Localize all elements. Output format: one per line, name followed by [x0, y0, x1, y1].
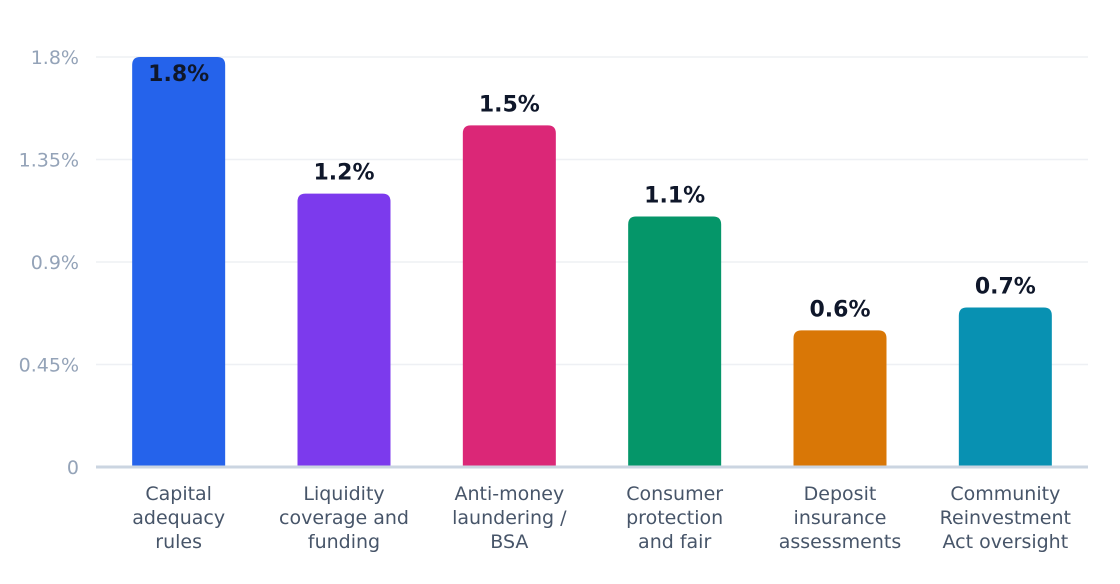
bar[interactable]	[462, 125, 556, 467]
bar[interactable]	[958, 307, 1052, 467]
x-category-label: funding	[308, 531, 380, 553]
bar-value-label: 1.2%	[313, 161, 374, 186]
y-tick-label: 1.8%	[31, 47, 79, 69]
x-category-label: Deposit	[804, 483, 877, 505]
x-category-label: Act oversight	[942, 531, 1068, 553]
y-tick-label: 0	[67, 457, 79, 479]
x-category-label: assessments	[779, 531, 902, 553]
labels: 0 0.45% 0.9% 1.35% 1.8% 1.8% Capitaladequacyru…	[19, 47, 1071, 553]
bar[interactable]	[132, 57, 226, 467]
bar-value-label: 1.5%	[479, 92, 540, 117]
y-tick-label: 0.9%	[31, 252, 79, 274]
x-category-label: protection	[626, 507, 723, 529]
x-category-label: Capital	[145, 483, 212, 505]
x-category-label: coverage and	[279, 507, 409, 529]
bar-value-label: 1.1%	[644, 183, 705, 208]
y-tick-label: 0.45%	[19, 355, 79, 377]
x-category-label: Consumer	[626, 483, 723, 505]
bar[interactable]	[793, 330, 887, 467]
bar[interactable]	[628, 216, 722, 467]
bar[interactable]	[297, 193, 391, 467]
y-tick-label: 1.35%	[19, 150, 79, 172]
x-category-label: insurance	[794, 507, 887, 529]
bar-value-label: 0.6%	[809, 297, 870, 322]
x-category-label: laundering /	[452, 507, 567, 529]
x-category-label: BSA	[490, 531, 528, 553]
bar-value-label: 1.8%	[148, 62, 209, 87]
gridlines	[96, 56, 1088, 366]
x-category-label: rules	[155, 531, 202, 553]
x-category-label: Reinvestment	[940, 507, 1071, 529]
x-category-label: Community	[950, 483, 1060, 505]
bars	[132, 57, 1052, 467]
x-category-label: and fair	[638, 531, 711, 553]
x-category-label: Anti-money	[454, 483, 564, 505]
bar-value-label: 0.7%	[975, 275, 1036, 300]
x-category-label: adequacy	[132, 507, 225, 529]
x-category-label: Liquidity	[303, 483, 384, 505]
